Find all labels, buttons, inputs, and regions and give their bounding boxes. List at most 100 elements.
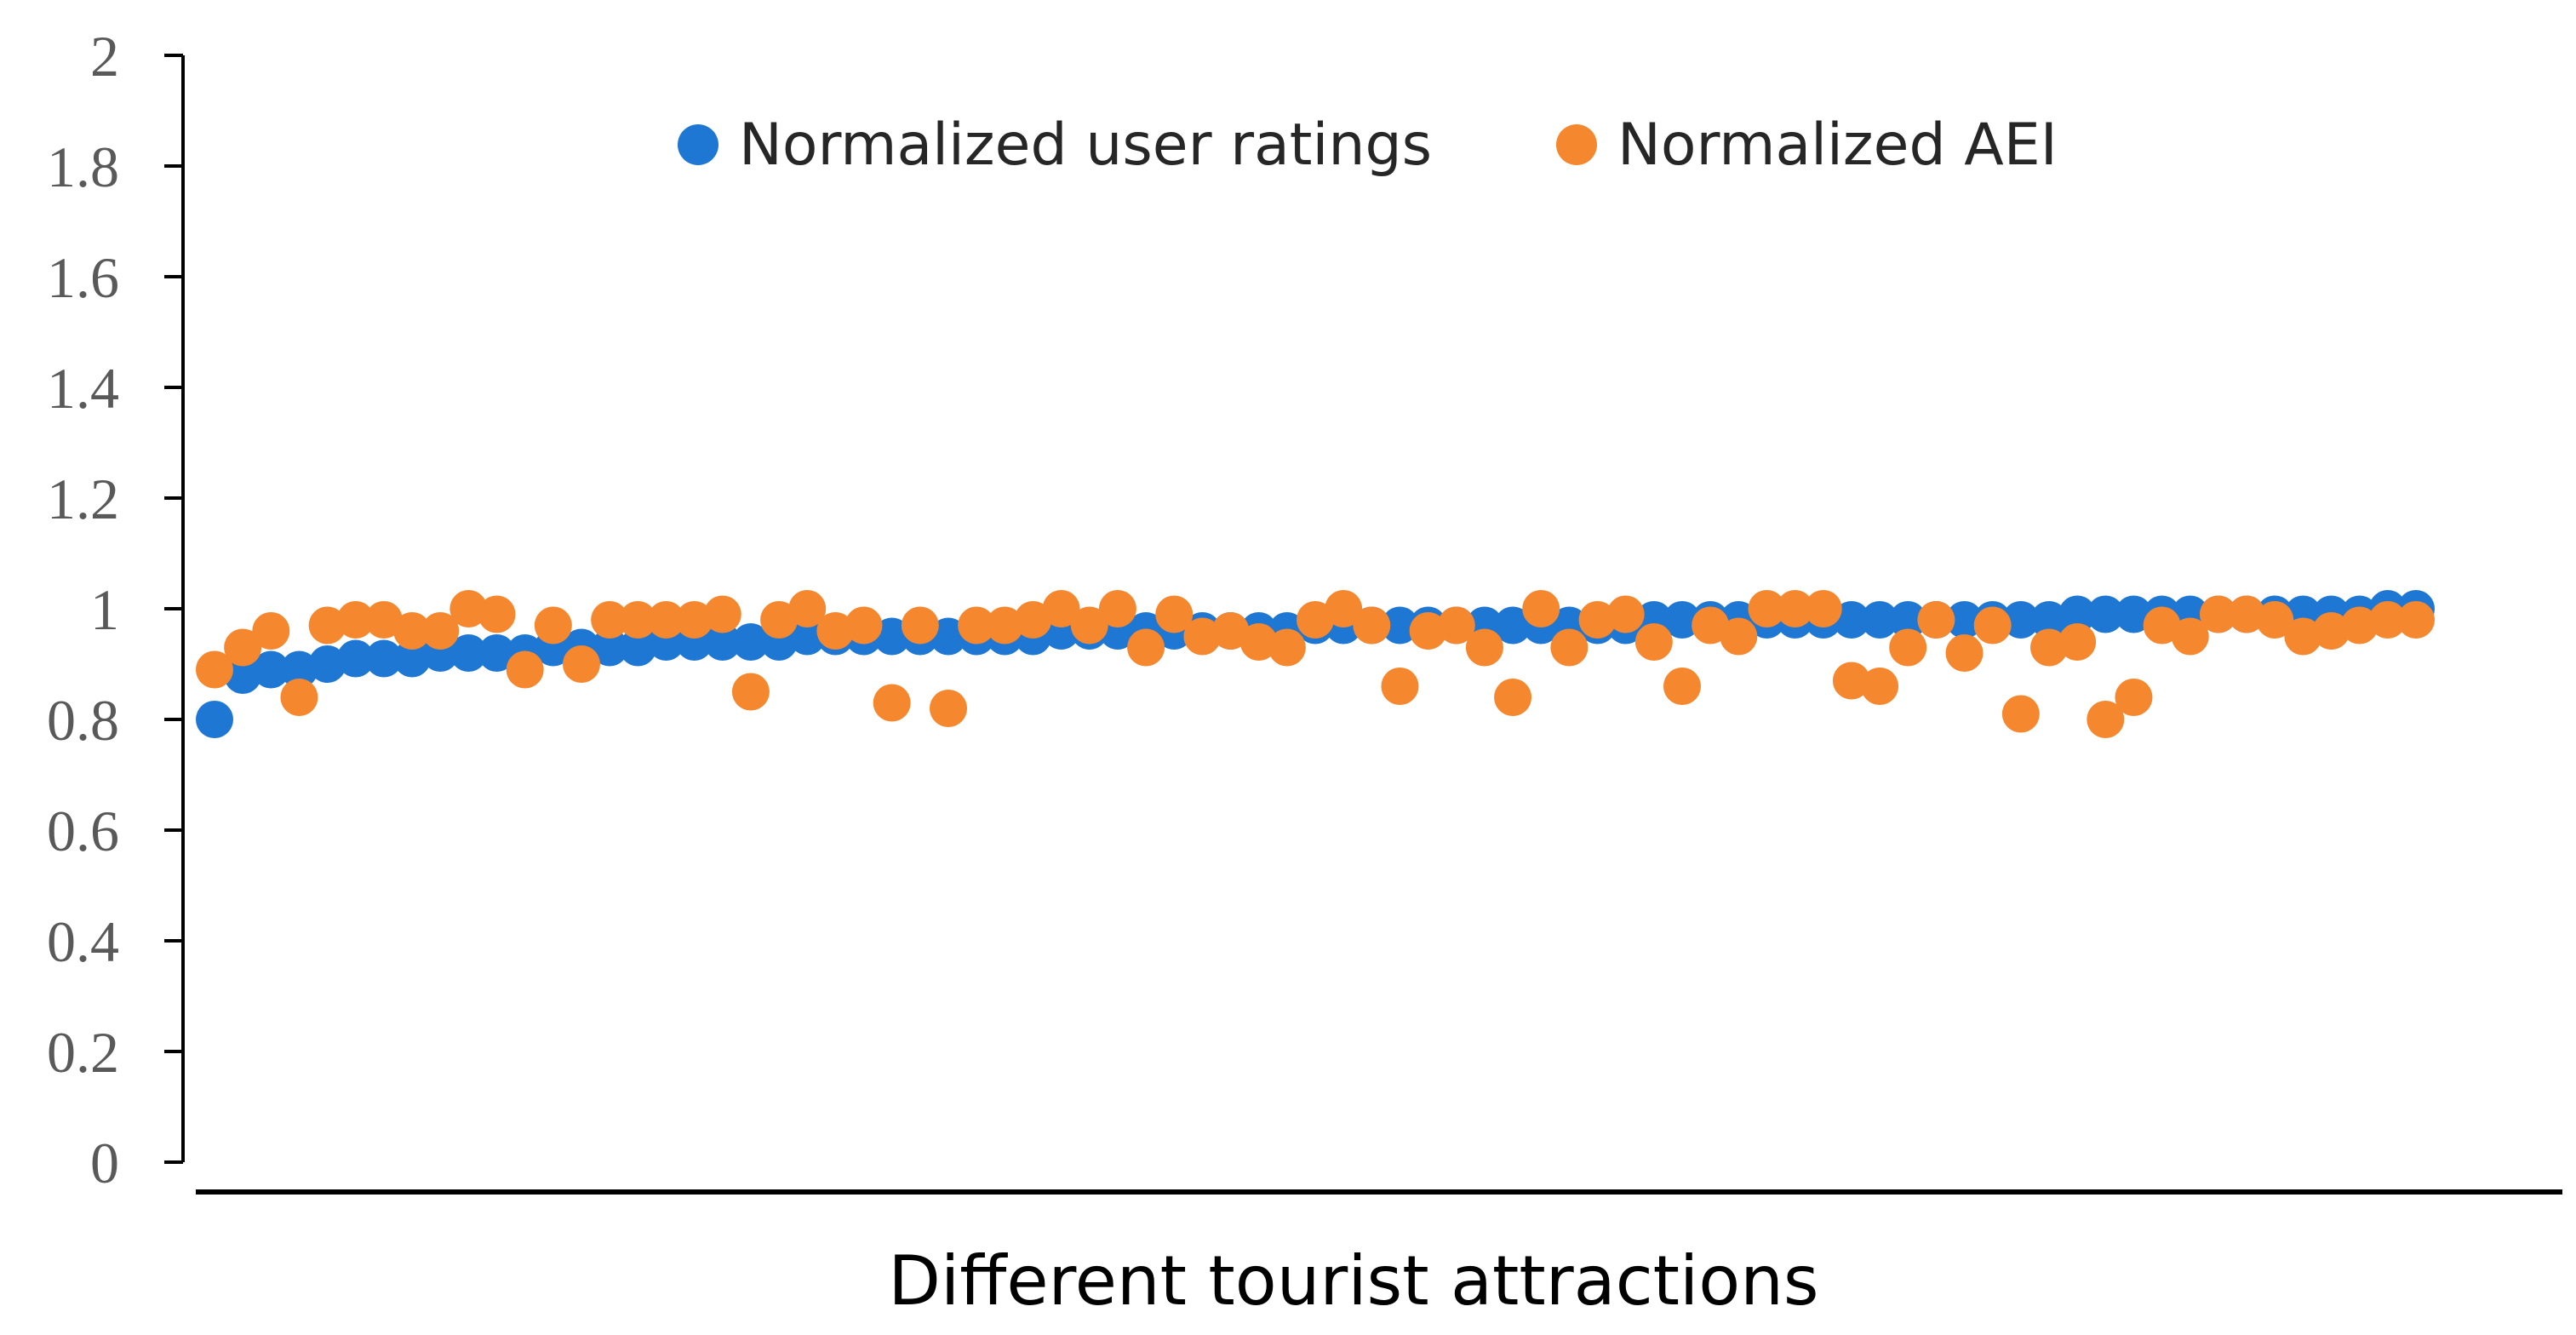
user-rating-point	[308, 645, 346, 683]
user-rating-point	[591, 628, 629, 667]
aei-point	[2115, 679, 2153, 716]
legend: Normalized user ratings Normalized AEI	[678, 112, 2058, 179]
aei-point	[619, 601, 657, 639]
aei-point	[2256, 601, 2294, 639]
user-rating-point	[336, 639, 375, 678]
aei-point	[393, 612, 432, 650]
aei-point	[2340, 606, 2379, 645]
y-tick-label: 1	[90, 577, 119, 642]
legend-marker-aei	[1556, 124, 1597, 165]
aei-point	[1465, 628, 1503, 667]
aei-point	[1606, 595, 1645, 633]
user-rating-point	[619, 628, 657, 667]
aei-point	[816, 612, 855, 650]
aei-point	[2397, 601, 2435, 639]
user-rating-point	[2115, 595, 2153, 633]
y-tick-label: 1.6	[47, 245, 119, 310]
aei-point	[1720, 617, 1758, 656]
aei-point	[1634, 623, 1673, 661]
aei-point	[280, 679, 318, 716]
aei-point	[1578, 601, 1617, 639]
aei-point	[1889, 628, 1927, 667]
aei-point	[1297, 601, 1334, 639]
user-rating-point	[1663, 601, 1701, 639]
aei-point	[2368, 601, 2407, 639]
y-tick-label: 1.8	[47, 135, 119, 199]
aei-point	[1127, 628, 1165, 667]
aei-point	[675, 601, 713, 639]
aei-point	[1945, 634, 1984, 672]
aei-point	[986, 606, 1024, 645]
y-tick-label: 0.8	[47, 688, 119, 753]
user-rating-point	[731, 623, 770, 661]
aei-point	[1832, 662, 1870, 700]
user-rating-point	[252, 650, 290, 689]
user-rating-point	[1494, 606, 1532, 645]
user-rating-point	[2058, 595, 2097, 633]
aei-point	[930, 690, 967, 727]
aei-point	[2058, 623, 2097, 661]
legend-marker-user-ratings	[678, 124, 718, 165]
aei-point	[478, 595, 516, 633]
user-rating-point	[280, 650, 318, 689]
aei-point	[958, 606, 996, 645]
user-rating-point	[478, 634, 516, 672]
user-rating-point	[2030, 601, 2068, 639]
user-rating-point	[1889, 601, 1927, 639]
aei-point	[563, 645, 600, 683]
user-rating-point	[1945, 601, 1984, 639]
aei-point	[2228, 595, 2266, 633]
y-tick-label: 0.2	[47, 1020, 119, 1085]
aei-point	[1239, 623, 1278, 661]
aei-point	[1663, 668, 1701, 705]
aei-point	[1917, 601, 1955, 639]
aei-point	[449, 590, 488, 627]
user-rating-point	[703, 623, 741, 661]
aei-point	[308, 606, 346, 645]
user-rating-point	[224, 656, 262, 694]
aei-point	[1325, 590, 1363, 627]
series-aei	[196, 590, 2435, 738]
aei-point	[647, 601, 685, 639]
aei-point	[2001, 695, 2040, 733]
y-tick-label: 0	[90, 1131, 119, 1195]
aei-point	[2087, 701, 2125, 738]
series-layer	[196, 590, 2435, 738]
aei-point	[1804, 590, 1842, 627]
aei-point	[788, 590, 827, 627]
user-rating-point	[930, 617, 967, 656]
y-tick-label: 2	[90, 24, 119, 89]
aei-point	[844, 606, 883, 645]
legend-label-user-ratings: Normalized user ratings	[739, 112, 1432, 179]
aei-point	[2171, 617, 2209, 656]
aei-point	[1522, 590, 1560, 627]
aei-point	[1409, 612, 1447, 650]
user-rating-point	[393, 639, 432, 678]
user-rating-point	[449, 634, 488, 672]
aei-point	[534, 606, 572, 645]
aei-point	[1692, 606, 1730, 645]
aei-point	[2143, 606, 2181, 645]
aei-point	[1381, 668, 1419, 705]
aei-point	[1973, 606, 2012, 645]
aei-point	[2199, 595, 2237, 633]
aei-point	[506, 650, 544, 689]
aei-point	[364, 601, 403, 639]
aei-point	[1070, 606, 1108, 645]
aei-point	[1437, 606, 1475, 645]
y-axis: 0 0.2 0.4 0.6 0.8 1 1.2 1.4 1.6 1.8 2	[47, 24, 185, 1195]
user-rating-point	[1832, 601, 1870, 639]
aei-point	[1494, 679, 1532, 716]
y-tick-label: 0.6	[47, 799, 119, 863]
user-rating-point	[2087, 595, 2125, 633]
aei-point	[731, 673, 770, 711]
user-rating-point	[2001, 601, 2040, 639]
y-tick-label: 1.2	[47, 467, 119, 531]
y-tick-label: 0.4	[47, 909, 119, 974]
aei-point	[1748, 590, 1786, 627]
user-rating-point	[788, 617, 827, 656]
user-rating-point	[196, 701, 233, 738]
aei-point	[2284, 617, 2322, 656]
user-rating-point	[873, 617, 911, 656]
